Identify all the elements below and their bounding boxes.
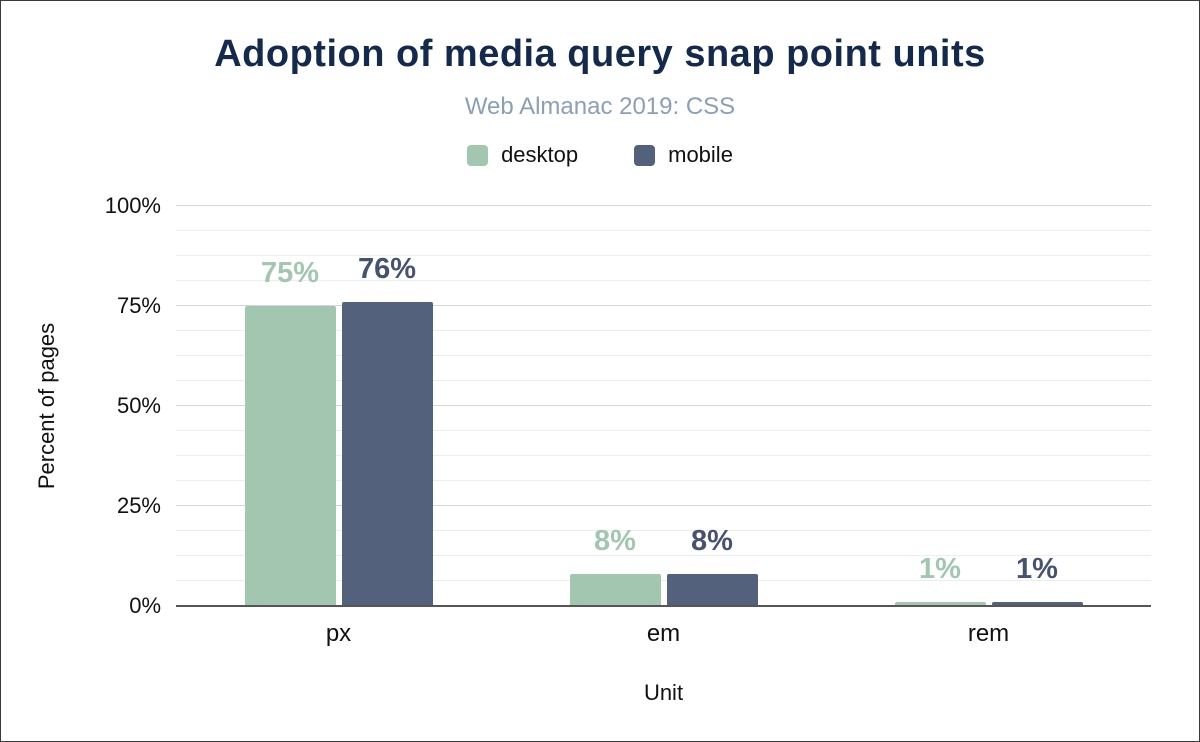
gridline-major (176, 505, 1151, 506)
gridline-minor (176, 480, 1151, 481)
x-tick-label-px: px (325, 620, 352, 647)
x-tick-label-rem: rem (967, 620, 1010, 647)
bar-value-label-desktop-px: 75% (260, 257, 320, 289)
x-axis-line (176, 605, 1151, 607)
bar-mobile-px: 76% (341, 253, 433, 606)
x-tick-label-em: em (646, 620, 681, 647)
x-axis-title: Unit (643, 680, 684, 705)
bar-mobile-rem: 1% (991, 553, 1083, 606)
gridline-minor (176, 280, 1151, 281)
chart-subtitle: Web Almanac 2019: CSS (464, 93, 736, 120)
gridline-minor (176, 255, 1151, 256)
gridline-minor (176, 380, 1151, 381)
gridline-minor (176, 530, 1151, 531)
plot-area: 75% 76% 8% 8% 1% 1% (176, 205, 1151, 607)
bar-group-em: 8% 8% (501, 206, 826, 606)
chart-title: Adoption of media query snap point units (214, 33, 986, 75)
x-axis: px em rem (176, 620, 1151, 648)
legend-label-mobile: mobile (668, 142, 733, 167)
bar-group-px: 75% 76% (176, 206, 501, 606)
bar-desktop-rem: 1% (894, 553, 986, 606)
gridline-minor (176, 230, 1151, 231)
gridline-minor (176, 580, 1151, 581)
gridline-minor (176, 330, 1151, 331)
y-tick-label: 0% (129, 593, 161, 618)
bar-value-label-mobile-em: 8% (691, 525, 733, 557)
bar-value-label-mobile-px: 76% (357, 253, 417, 285)
gridline-minor (176, 430, 1151, 431)
gridline-major (176, 405, 1151, 406)
bar-desktop-px: 75% (244, 257, 336, 606)
gridline-minor (176, 355, 1151, 356)
legend: desktop mobile (1, 142, 1199, 168)
bar-value-label-mobile-rem: 1% (1016, 553, 1058, 585)
y-tick-label: 25% (116, 493, 161, 518)
legend-item-desktop: desktop (467, 142, 578, 168)
bar-mobile-em: 8% (666, 525, 758, 606)
y-tick-label: 100% (104, 193, 161, 218)
legend-label-desktop: desktop (501, 142, 579, 167)
legend-item-mobile: mobile (634, 142, 733, 168)
bar-value-label-desktop-rem: 1% (919, 553, 961, 585)
bar-value-label-desktop-em: 8% (594, 525, 636, 557)
gridline-major (176, 305, 1151, 306)
legend-swatch-mobile (634, 144, 656, 166)
legend-swatch-desktop (467, 144, 489, 166)
gridline-major (176, 205, 1151, 206)
gridline-minor (176, 455, 1151, 456)
bar-group-rem: 1% 1% (826, 206, 1151, 606)
y-axis: 0% 25% 50% 75% 100% (1, 193, 161, 618)
y-tick-label: 50% (116, 393, 161, 418)
y-tick-label: 75% (116, 293, 161, 318)
gridline-minor (176, 555, 1151, 556)
bar-desktop-em: 8% (569, 525, 661, 606)
